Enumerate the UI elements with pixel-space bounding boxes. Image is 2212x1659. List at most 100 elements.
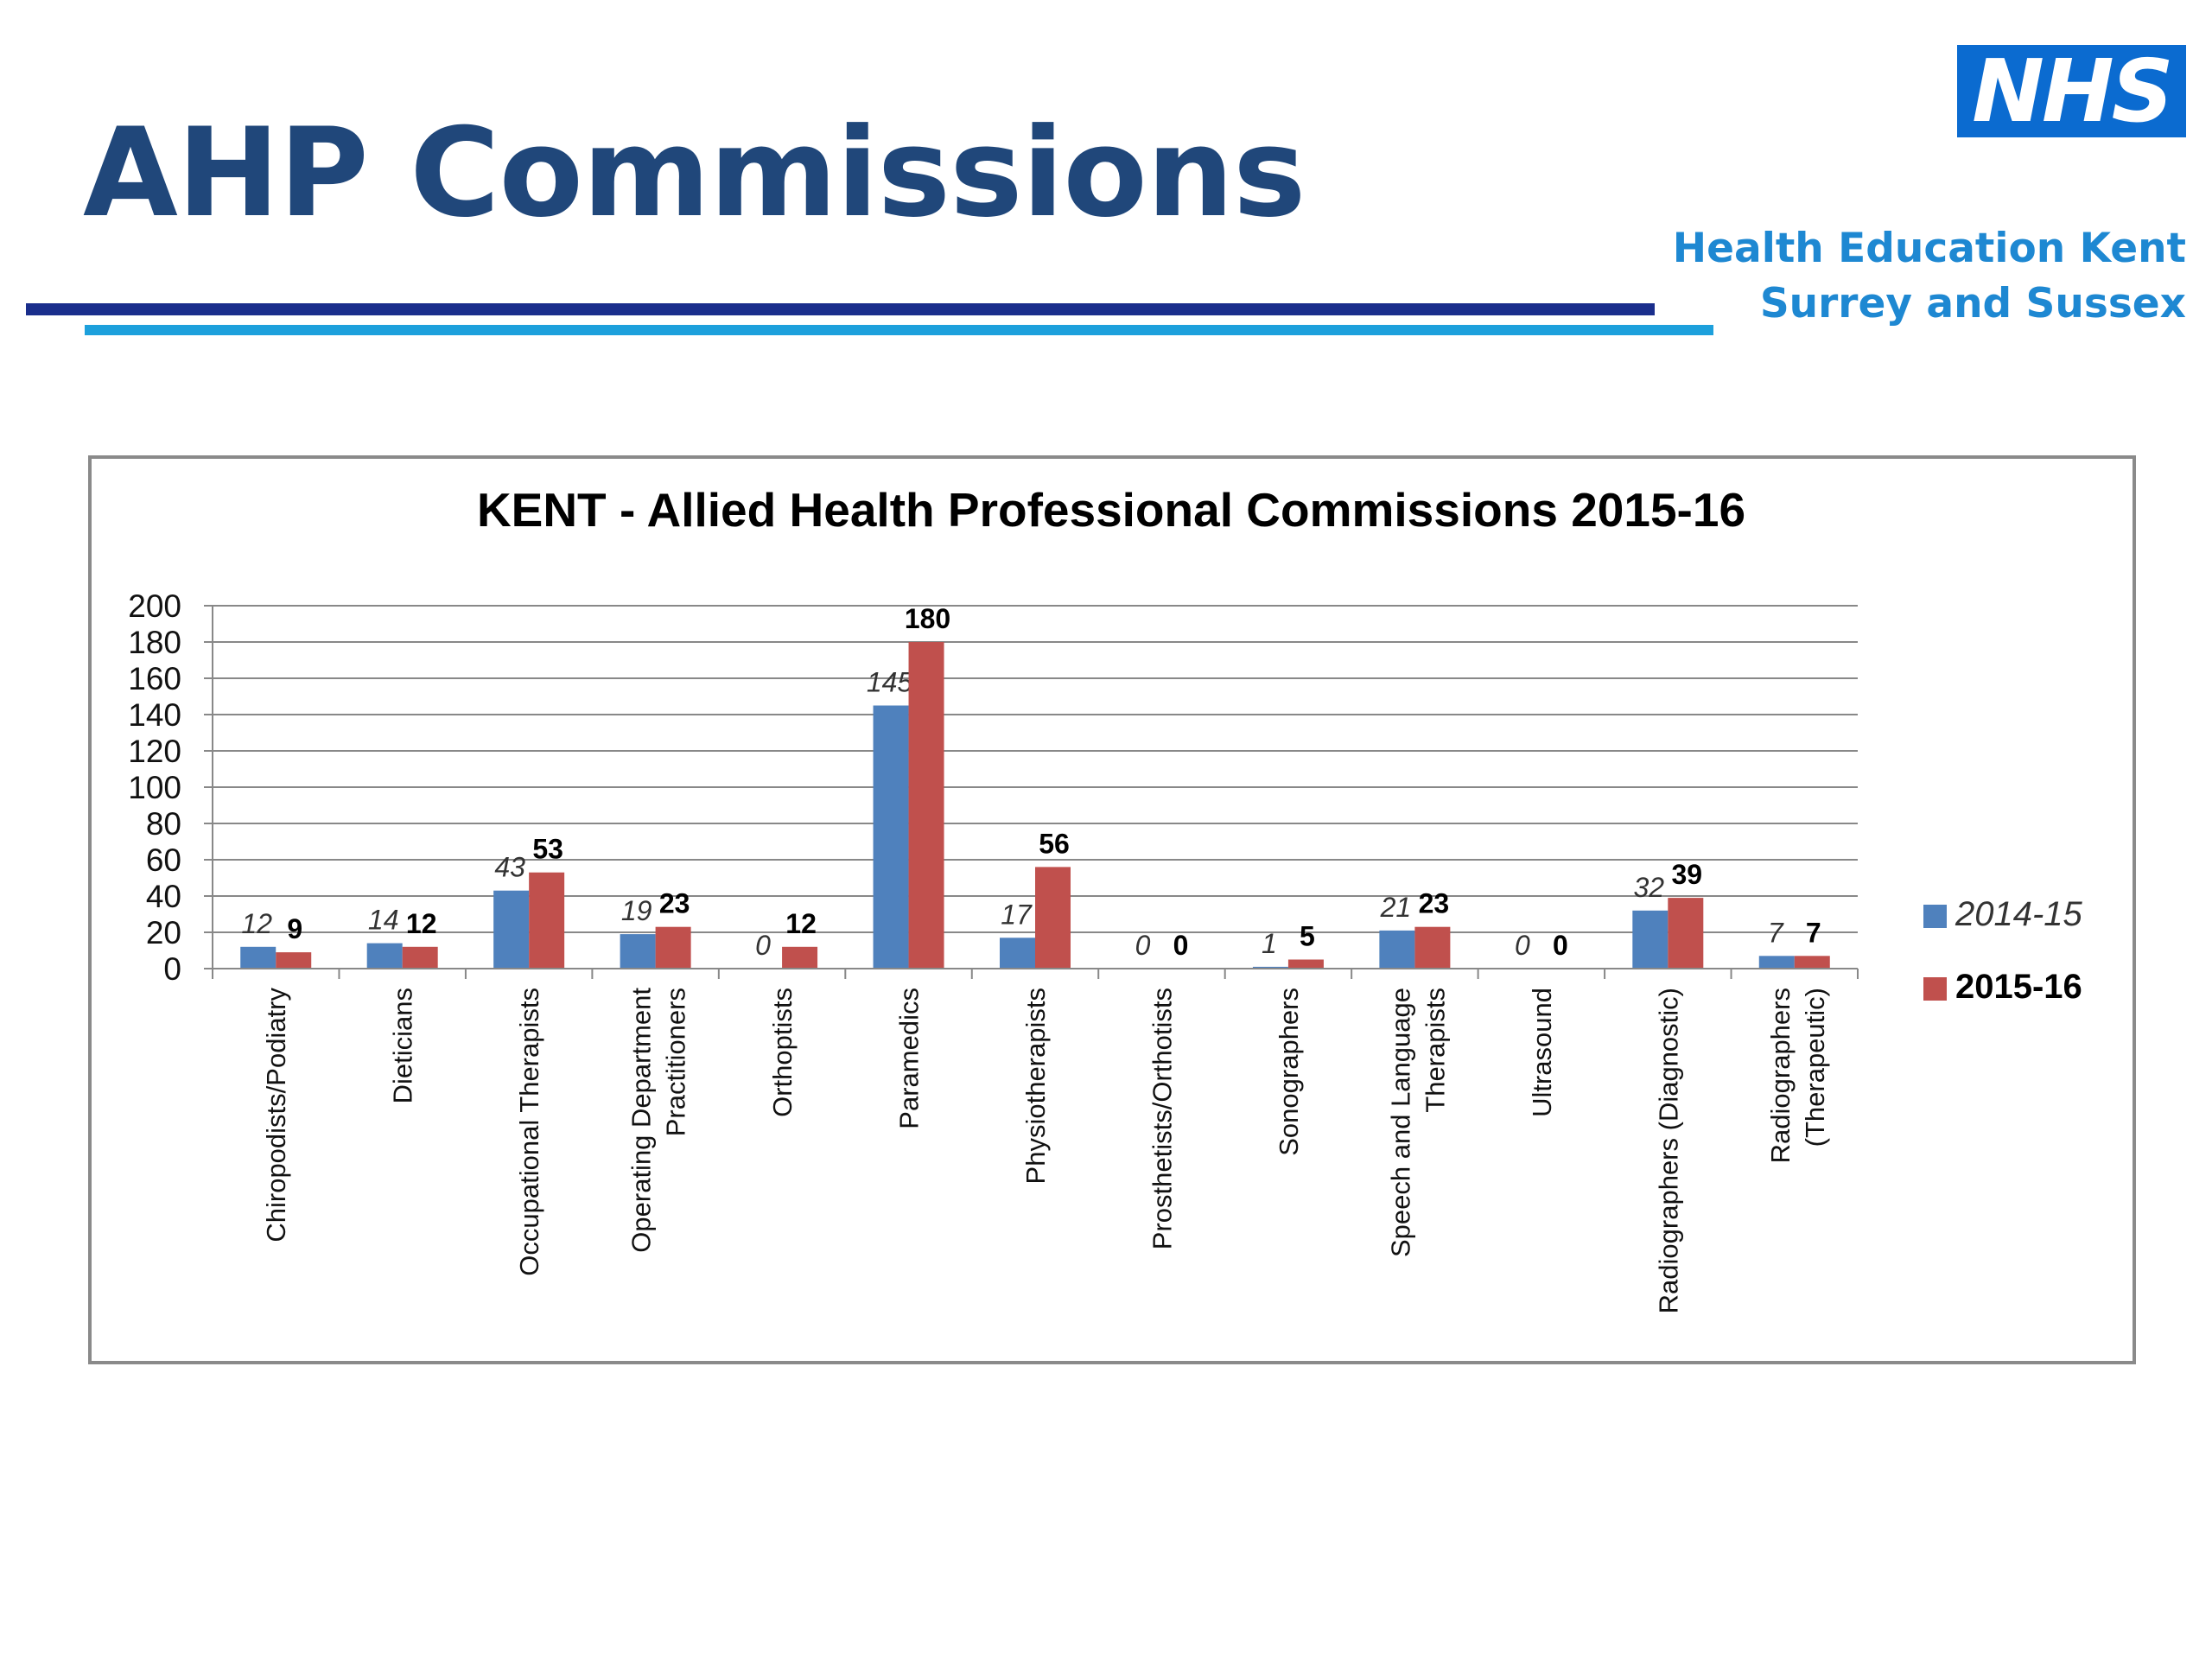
bar-2014-15-11 xyxy=(1632,910,1669,969)
bar-2015-16-12 xyxy=(1794,956,1830,969)
data-label-2014-15: 145 xyxy=(867,667,913,698)
x-category-label: Radiographers (Therapeutic) xyxy=(1765,988,1830,1163)
slide-title: AHP Commissions xyxy=(83,102,1306,245)
organisation-name: Health Education Kent Surrey and Sussex xyxy=(1673,221,2186,332)
y-tick-label: 60 xyxy=(146,842,181,878)
data-label-2015-16: 0 xyxy=(1173,930,1189,961)
bar-2015-16-8 xyxy=(1287,959,1324,969)
x-category-label: Chiropodists/Podiatry xyxy=(261,988,291,1243)
x-category-label-line: Speech and Language xyxy=(1385,988,1415,1257)
bar-2015-16-0 xyxy=(276,952,312,969)
x-category-label: Sonographers xyxy=(1274,988,1304,1156)
bar-2014-15-2 xyxy=(493,890,530,969)
y-tick-label: 140 xyxy=(128,697,181,733)
data-label-2014-15: 7 xyxy=(1768,917,1784,948)
x-category-label-line: Radiographers xyxy=(1765,988,1796,1163)
y-tick-label: 80 xyxy=(146,806,181,842)
x-category-label: Prosthetists/Orthotists xyxy=(1147,988,1177,1249)
bar-2015-16-5 xyxy=(908,642,944,969)
legend-swatch-2015-16 xyxy=(1923,977,1947,1001)
data-label-2014-15: 17 xyxy=(1001,899,1033,930)
data-label-2015-16: 53 xyxy=(532,834,563,865)
x-category-label: Paramedics xyxy=(894,988,925,1129)
x-category-label: Ultrasound xyxy=(1527,988,1557,1117)
x-category-label-line: Occupational Therapists xyxy=(514,988,544,1276)
org-line-1: Health Education Kent xyxy=(1672,225,2186,272)
x-category-label: Dieticians xyxy=(388,988,418,1103)
header-rule-dark xyxy=(26,303,1655,315)
nhs-logo: NHS xyxy=(1957,45,2186,137)
chart-title: KENT - Allied Health Professional Commis… xyxy=(477,483,1745,537)
org-line-2: Surrey and Sussex xyxy=(1759,280,2186,327)
data-label-2014-15: 19 xyxy=(621,895,652,926)
data-label-2014-15: 0 xyxy=(1135,930,1151,961)
bar-2014-15-5 xyxy=(873,705,909,969)
legend-label: 2014-15 xyxy=(1955,895,2083,933)
x-category-label: Radiographers (Diagnostic) xyxy=(1653,988,1683,1313)
data-label-2014-15: 43 xyxy=(494,852,525,883)
x-category-label-line: Sonographers xyxy=(1274,988,1304,1156)
chart-frame: KENT - Allied Health Professional Commis… xyxy=(88,455,2136,1364)
data-label-2015-16: 56 xyxy=(1039,828,1070,859)
bar-2014-15-0 xyxy=(240,946,276,969)
bar-2014-15-1 xyxy=(366,943,403,969)
data-label-2015-16: 23 xyxy=(1419,888,1450,919)
bar-2014-15-9 xyxy=(1379,930,1415,969)
x-category-label: Occupational Therapists xyxy=(514,988,544,1276)
x-category-label: Physiotherapists xyxy=(1020,988,1051,1184)
x-category-label-line: Operating Department xyxy=(626,988,657,1253)
bar-2014-15-8 xyxy=(1252,966,1288,969)
data-label-2015-16: 5 xyxy=(1300,921,1315,952)
x-category-label: Operating Department Practitioners xyxy=(626,988,691,1253)
data-label-2015-16: 12 xyxy=(406,908,437,939)
x-category-label-line: Therapists xyxy=(1420,988,1450,1113)
legend-label: 2015-16 xyxy=(1955,968,2082,1006)
x-category-label-line: Paramedics xyxy=(894,988,925,1129)
x-category-label-line: (Therapeutic) xyxy=(1800,988,1830,1147)
x-category-label-line: Practitioners xyxy=(661,988,691,1136)
data-label-2015-16: 39 xyxy=(1672,859,1703,890)
data-label-2015-16: 0 xyxy=(1553,930,1568,961)
bar-2015-16-11 xyxy=(1668,898,1704,969)
legend-swatch-2014-15 xyxy=(1923,905,1947,928)
bar-2014-15-12 xyxy=(1758,956,1795,969)
y-tick-label: 160 xyxy=(128,661,181,696)
bar-2015-16-2 xyxy=(529,872,565,969)
x-category-label-line: Chiropodists/Podiatry xyxy=(261,988,291,1243)
y-tick-label: 100 xyxy=(128,770,181,805)
x-category-label-line: Ultrasound xyxy=(1527,988,1557,1117)
data-label-2015-16: 12 xyxy=(785,908,817,939)
x-category-label: Orthoptists xyxy=(767,988,798,1117)
data-label-2014-15: 12 xyxy=(241,908,272,939)
y-tick-label: 180 xyxy=(128,625,181,660)
x-category-label-line: Physiotherapists xyxy=(1020,988,1051,1184)
bar-2015-16-9 xyxy=(1414,926,1451,969)
data-label-2015-16: 9 xyxy=(287,913,302,944)
y-tick-label: 0 xyxy=(163,951,181,987)
data-label-2014-15: 0 xyxy=(1515,930,1530,961)
data-label-2014-15: 0 xyxy=(755,930,771,961)
x-category-label-line: Prosthetists/Orthotists xyxy=(1147,988,1177,1249)
bar-2015-16-3 xyxy=(655,926,691,969)
y-tick-label: 200 xyxy=(128,588,181,624)
header-rule-light xyxy=(85,325,1713,335)
data-label-2015-16: 23 xyxy=(659,888,690,919)
y-tick-label: 20 xyxy=(146,915,181,950)
x-category-label: Speech and Language Therapists xyxy=(1385,988,1450,1257)
data-label-2015-16: 180 xyxy=(905,603,950,634)
bar-2014-15-6 xyxy=(1000,938,1035,969)
y-tick-label: 120 xyxy=(128,734,181,769)
bar-2015-16-1 xyxy=(402,946,438,969)
data-label-2015-16: 7 xyxy=(1806,917,1821,948)
x-category-label-line: Radiographers (Diagnostic) xyxy=(1653,988,1683,1313)
bar-2015-16-6 xyxy=(1035,867,1071,969)
x-category-label-line: Dieticians xyxy=(388,988,418,1103)
bar-2015-16-4 xyxy=(782,946,818,969)
data-label-2014-15: 32 xyxy=(1634,872,1665,903)
data-label-2014-15: 1 xyxy=(1262,928,1277,959)
bar-2014-15-3 xyxy=(620,934,656,969)
data-label-2014-15: 21 xyxy=(1380,892,1412,923)
x-category-label-line: Orthoptists xyxy=(767,988,798,1117)
bar-chart: KENT - Allied Health Professional Commis… xyxy=(128,483,2083,1313)
y-tick-label: 40 xyxy=(146,879,181,914)
